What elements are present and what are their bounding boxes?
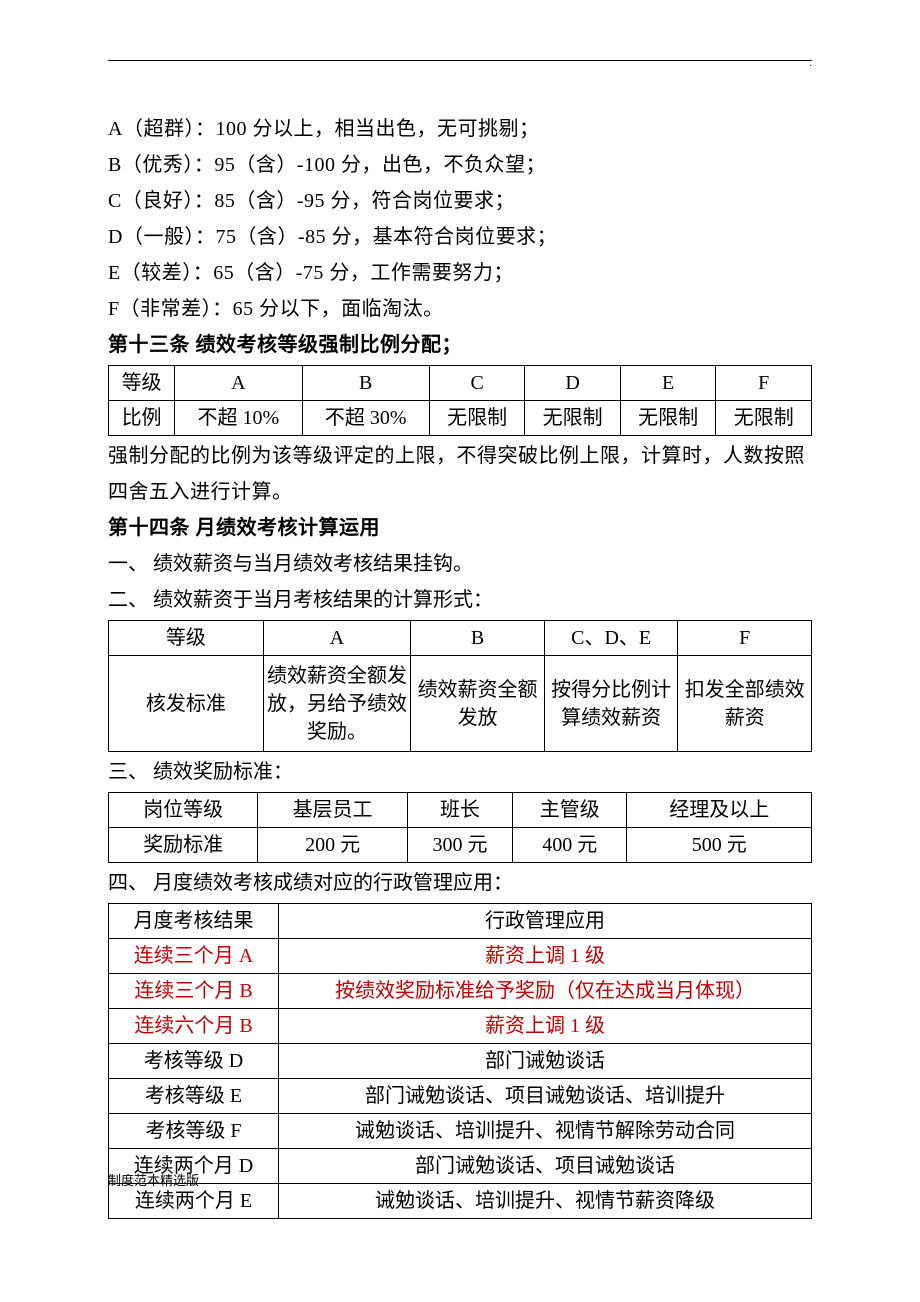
table-row: 等级 A B C、D、E F	[109, 621, 812, 656]
cell: 基层员工	[258, 793, 407, 828]
page: . A（超群）：100 分以上，相当出色，无可挑剔； B（优秀）：95（含）-1…	[0, 0, 920, 1261]
cell: 不超 10%	[175, 401, 302, 436]
cell: 薪资上调 1 级	[279, 939, 812, 974]
cell: 岗位等级	[109, 793, 258, 828]
grade-c: C（良好）：85（含）-95 分，符合岗位要求；	[108, 183, 812, 219]
item-3: 三、 绩效奖励标准：	[108, 754, 812, 790]
cell: 连续三个月 A	[109, 939, 279, 974]
cell: 400 元	[513, 828, 627, 863]
cell: 连续六个月 B	[109, 1009, 279, 1044]
article-14-title: 第十四条 月绩效考核计算运用	[108, 510, 812, 546]
table-row: 核发标准 绩效薪资全额发放，另给予绩效奖励。 绩效薪资全额发放 按得分比例计算绩…	[109, 656, 812, 752]
cell: 不超 30%	[302, 401, 429, 436]
table-row: 连续三个月 B按绩效奖励标准给予奖励（仅在达成当月体现）	[109, 974, 812, 1009]
table-row: 考核等级 E部门诫勉谈话、项目诫勉谈话、培训提升	[109, 1079, 812, 1114]
article-13-title: 第十三条 绩效考核等级强制比例分配；	[108, 327, 812, 363]
cell: A	[263, 621, 411, 656]
cell: 考核等级 E	[109, 1079, 279, 1114]
table-row: 考核等级 F诫勉谈话、培训提升、视情节解除劳动合同	[109, 1114, 812, 1149]
grade-e: E（较差）：65（含）-75 分，工作需要努力；	[108, 255, 812, 291]
item-2: 二、 绩效薪资于当月考核结果的计算形式：	[108, 582, 812, 618]
cell: 绩效薪资全额发放，另给予绩效奖励。	[263, 656, 411, 752]
cell: 无限制	[525, 401, 621, 436]
item-4: 四、 月度绩效考核成绩对应的行政管理应用：	[108, 865, 812, 901]
cell: 无限制	[716, 401, 812, 436]
grade-a: A（超群）：100 分以上，相当出色，无可挑剔；	[108, 111, 812, 147]
cell: B	[302, 366, 429, 401]
cell: 月度考核结果	[109, 904, 279, 939]
cell: 连续三个月 B	[109, 974, 279, 1009]
table-row: 连续两个月 E诫勉谈话、培训提升、视情节薪资降级	[109, 1184, 812, 1219]
item-1: 一、 绩效薪资与当月绩效考核结果挂钩。	[108, 546, 812, 582]
cell: 无限制	[429, 401, 525, 436]
cell: 考核等级 F	[109, 1114, 279, 1149]
cell: 等级	[109, 366, 175, 401]
cell: 部门诫勉谈话	[279, 1044, 812, 1079]
cell: B	[411, 621, 545, 656]
article-13-note: 强制分配的比例为该等级评定的上限，不得突破比例上限，计算时，人数按照四舍五入进行…	[108, 438, 812, 510]
cell: 等级	[109, 621, 264, 656]
table-row: 连续六个月 B薪资上调 1 级	[109, 1009, 812, 1044]
cell: 诫勉谈话、培训提升、视情节解除劳动合同	[279, 1114, 812, 1149]
cell: C、D、E	[544, 621, 678, 656]
cell: F	[716, 366, 812, 401]
footer-text: 制度范本精选版	[108, 1170, 199, 1189]
table-admin: 月度考核结果 行政管理应用 连续三个月 A薪资上调 1 级连续三个月 B按绩效奖…	[108, 903, 812, 1219]
top-rule	[108, 60, 812, 61]
cell: 绩效薪资全额发放	[411, 656, 545, 752]
table-payout: 等级 A B C、D、E F 核发标准 绩效薪资全额发放，另给予绩效奖励。 绩效…	[108, 620, 812, 752]
grade-d: D（一般）：75（含）-85 分，基本符合岗位要求；	[108, 219, 812, 255]
cell: D	[525, 366, 621, 401]
cell: 500 元	[627, 828, 812, 863]
table-row: 等级 A B C D E F	[109, 366, 812, 401]
table-ratio: 等级 A B C D E F 比例 不超 10% 不超 30% 无限制 无限制 …	[108, 365, 812, 436]
cell: 核发标准	[109, 656, 264, 752]
grade-f: F（非常差）：65 分以下，面临淘汰。	[108, 291, 812, 327]
cell: 无限制	[620, 401, 716, 436]
cell: 按绩效奖励标准给予奖励（仅在达成当月体现）	[279, 974, 812, 1009]
cell: 经理及以上	[627, 793, 812, 828]
table-row: 岗位等级 基层员工 班长 主管级 经理及以上	[109, 793, 812, 828]
top-dot: .	[810, 58, 813, 69]
cell: C	[429, 366, 525, 401]
table-bonus: 岗位等级 基层员工 班长 主管级 经理及以上 奖励标准 200 元 300 元 …	[108, 792, 812, 863]
cell: 比例	[109, 401, 175, 436]
table-row: 连续三个月 A薪资上调 1 级	[109, 939, 812, 974]
cell: 行政管理应用	[279, 904, 812, 939]
cell: A	[175, 366, 302, 401]
table-row: 连续两个月 D部门诫勉谈话、项目诫勉谈话	[109, 1149, 812, 1184]
cell: 扣发全部绩效薪资	[678, 656, 812, 752]
cell: F	[678, 621, 812, 656]
grade-b: B（优秀）：95（含）-100 分，出色，不负众望；	[108, 147, 812, 183]
cell: 考核等级 D	[109, 1044, 279, 1079]
cell: E	[620, 366, 716, 401]
cell: 薪资上调 1 级	[279, 1009, 812, 1044]
cell: 部门诫勉谈话、项目诫勉谈话	[279, 1149, 812, 1184]
table-row: 奖励标准 200 元 300 元 400 元 500 元	[109, 828, 812, 863]
cell: 200 元	[258, 828, 407, 863]
table-row: 月度考核结果 行政管理应用	[109, 904, 812, 939]
cell: 主管级	[513, 793, 627, 828]
table-row: 比例 不超 10% 不超 30% 无限制 无限制 无限制 无限制	[109, 401, 812, 436]
cell: 诫勉谈话、培训提升、视情节薪资降级	[279, 1184, 812, 1219]
cell: 部门诫勉谈话、项目诫勉谈话、培训提升	[279, 1079, 812, 1114]
cell: 按得分比例计算绩效薪资	[544, 656, 678, 752]
cell: 奖励标准	[109, 828, 258, 863]
cell: 班长	[407, 793, 512, 828]
cell: 300 元	[407, 828, 512, 863]
table-row: 考核等级 D部门诫勉谈话	[109, 1044, 812, 1079]
